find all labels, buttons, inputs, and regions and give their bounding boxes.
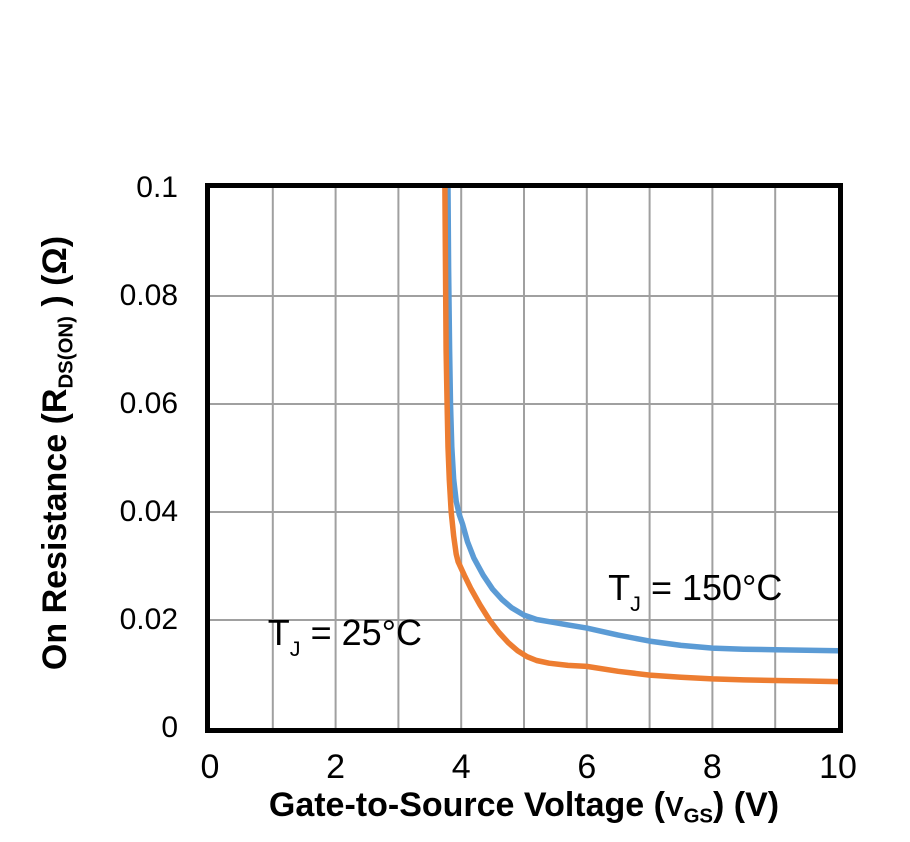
- y-tick-label: 0.08: [119, 279, 178, 312]
- y-tick-label: 0.02: [119, 603, 178, 636]
- x-axis-title-subscript: GS: [683, 805, 714, 828]
- y-axis-title-subscript: DS(ON): [55, 316, 78, 389]
- annotation-tj-150c-symbol: T: [608, 567, 631, 609]
- x-axis-title-units: ) (V): [713, 786, 780, 824]
- y-axis-title: On Resistance (RDS(ON) ) (Ω): [34, 180, 88, 726]
- annotation-tj-150c: TJ = 150°C: [608, 568, 782, 624]
- y-tick-label: 0.1: [136, 171, 178, 204]
- series-curve-1: [442, 188, 838, 685]
- y-tick-label: 0.06: [119, 387, 178, 420]
- x-tick-label: 6: [577, 748, 597, 786]
- annotation-tj-25c-subscript: J: [289, 635, 301, 661]
- annotation-tj-150c-value: = 150°C: [640, 567, 783, 609]
- x-tick-label: 8: [702, 748, 722, 786]
- x-axis-title: Gate-to-Source Voltage (VGS) (V): [200, 786, 848, 836]
- annotation-tj-25c-symbol: T: [267, 611, 290, 653]
- y-tick-label: 0.04: [119, 495, 178, 528]
- y-tick-label: 0: [161, 711, 178, 744]
- x-tick-label: 0: [200, 748, 220, 786]
- annotation-tj-25c-value: = 25°C: [300, 611, 423, 653]
- x-axis-title-text: Gate-to-Source Voltage (: [268, 786, 665, 824]
- x-axis-title-vsymbol: V: [664, 791, 684, 822]
- annotation-tj-150c-subscript: J: [630, 590, 641, 616]
- plot-area: [205, 183, 843, 733]
- series-curve-0: [445, 188, 838, 654]
- x-tick-label: 4: [451, 748, 471, 786]
- x-tick-label: 10: [819, 748, 857, 786]
- plot-svg: [210, 188, 838, 728]
- annotation-tj-25c: TJ = 25°C: [267, 611, 423, 669]
- x-tick-label: 2: [326, 748, 346, 786]
